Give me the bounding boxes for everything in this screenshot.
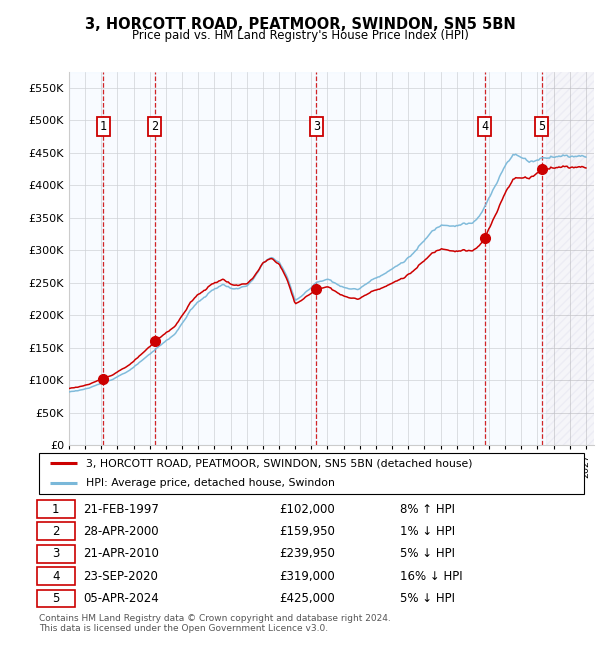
Text: £239,950: £239,950 (279, 547, 335, 560)
Text: 3: 3 (313, 120, 320, 133)
Text: £319,000: £319,000 (279, 569, 335, 582)
Text: 5% ↓ HPI: 5% ↓ HPI (400, 547, 455, 560)
FancyBboxPatch shape (39, 453, 584, 493)
Text: 8% ↑ HPI: 8% ↑ HPI (400, 502, 455, 515)
Text: 21-FEB-1997: 21-FEB-1997 (83, 502, 159, 515)
Bar (69, 72, 103, 445)
FancyBboxPatch shape (37, 500, 74, 518)
Text: 3, HORCOTT ROAD, PEATMOOR, SWINDON, SN5 5BN: 3, HORCOTT ROAD, PEATMOOR, SWINDON, SN5 … (85, 17, 515, 32)
Text: 2: 2 (52, 525, 59, 538)
Text: Contains HM Land Registry data © Crown copyright and database right 2024.
This d: Contains HM Land Registry data © Crown c… (39, 614, 391, 633)
Text: 5: 5 (52, 592, 59, 605)
Text: £425,000: £425,000 (279, 592, 335, 605)
Text: 28-APR-2000: 28-APR-2000 (83, 525, 158, 538)
Text: 5: 5 (538, 120, 545, 133)
FancyBboxPatch shape (37, 590, 74, 608)
Text: 23-SEP-2020: 23-SEP-2020 (83, 569, 158, 582)
Bar (485, 72, 542, 445)
Text: 3, HORCOTT ROAD, PEATMOOR, SWINDON, SN5 5BN (detached house): 3, HORCOTT ROAD, PEATMOOR, SWINDON, SN5 … (86, 458, 472, 468)
Text: 16% ↓ HPI: 16% ↓ HPI (400, 569, 463, 582)
Text: 4: 4 (481, 120, 488, 133)
Text: 3: 3 (52, 547, 59, 560)
Bar (545, 72, 594, 445)
Text: 21-APR-2010: 21-APR-2010 (83, 547, 159, 560)
Text: £102,000: £102,000 (279, 502, 335, 515)
Text: 1: 1 (100, 120, 107, 133)
FancyBboxPatch shape (37, 545, 74, 563)
FancyBboxPatch shape (37, 567, 74, 585)
Text: 05-APR-2024: 05-APR-2024 (83, 592, 158, 605)
Text: 1% ↓ HPI: 1% ↓ HPI (400, 525, 455, 538)
Text: 4: 4 (52, 569, 59, 582)
FancyBboxPatch shape (37, 523, 74, 540)
Text: 2: 2 (151, 120, 158, 133)
Bar (103, 72, 155, 445)
Text: Price paid vs. HM Land Registry's House Price Index (HPI): Price paid vs. HM Land Registry's House … (131, 29, 469, 42)
Bar (542, 72, 545, 445)
Text: £159,950: £159,950 (279, 525, 335, 538)
Text: 1: 1 (52, 502, 59, 515)
Bar (155, 72, 316, 445)
Text: 5% ↓ HPI: 5% ↓ HPI (400, 592, 455, 605)
Text: HPI: Average price, detached house, Swindon: HPI: Average price, detached house, Swin… (86, 478, 335, 488)
Bar (316, 72, 485, 445)
